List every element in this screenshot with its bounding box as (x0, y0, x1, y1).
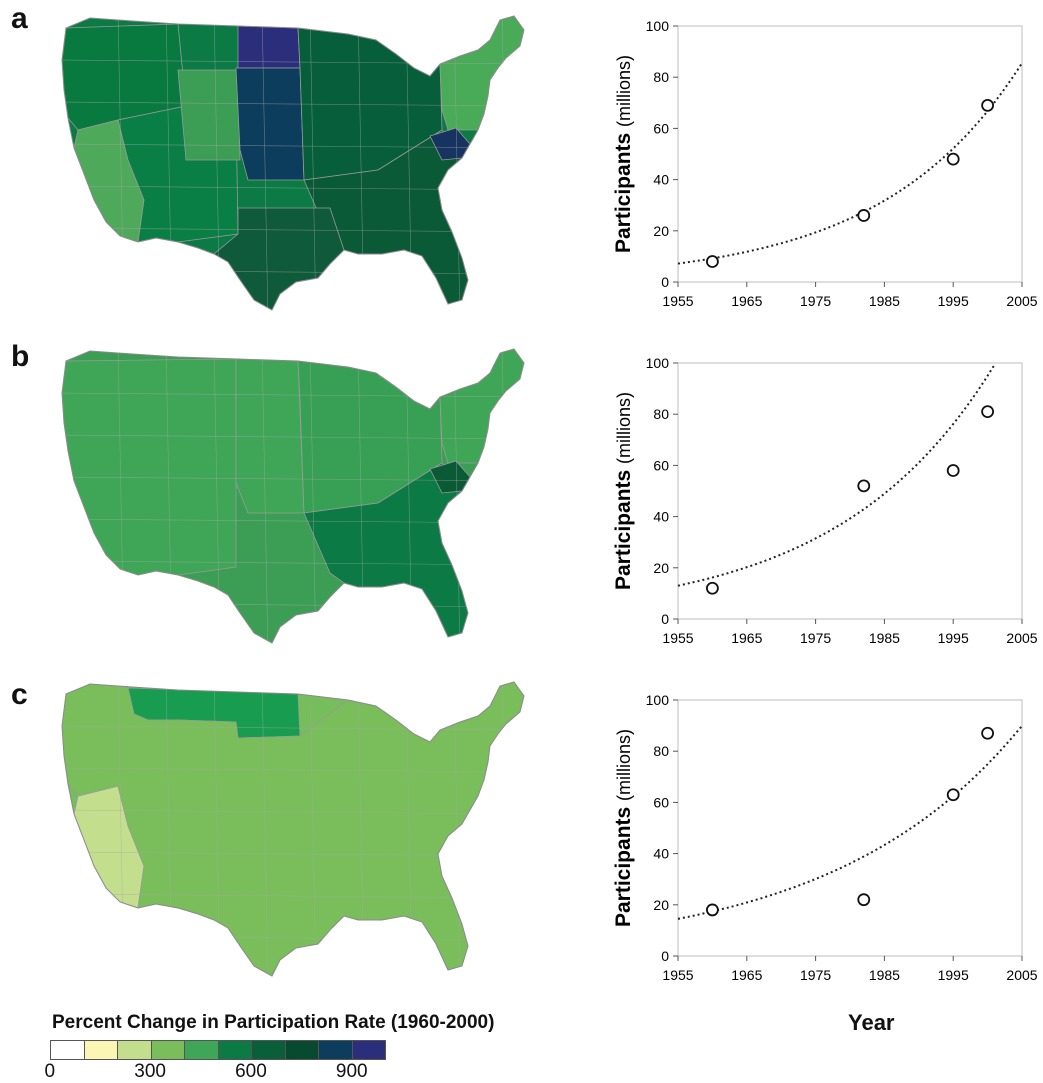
trend-line (677, 62, 1023, 265)
x-tick-label: 1995 (938, 293, 969, 309)
legend-swatch (252, 1041, 286, 1059)
legend-title: Percent Change in Participation Rate (19… (52, 1012, 495, 1033)
legend-swatch (218, 1041, 252, 1059)
x-tick-label: 1955 (662, 967, 693, 983)
y-tick-label: 100 (646, 692, 670, 708)
map-region-colorado-wyoming (177, 69, 241, 161)
data-point (946, 464, 960, 477)
panel-letter-a: a (11, 2, 28, 35)
x-tick-label: 1975 (800, 630, 831, 646)
map-outline (61, 15, 525, 311)
map-region-south-dakota-nebraska-kansas (235, 67, 305, 181)
map-outline (61, 348, 525, 644)
map-region-northeast (439, 16, 524, 131)
x-tick-label: 1965 (731, 967, 762, 983)
x-tick-label: 1965 (731, 630, 762, 646)
plot-area (677, 362, 1023, 620)
y-tick-label: 40 (653, 846, 669, 862)
data-point (706, 581, 719, 595)
x-tick-label: 1955 (662, 293, 693, 309)
x-tick-label: 1955 (662, 630, 693, 646)
y-tick-label: 20 (653, 897, 669, 913)
data-point (946, 788, 960, 802)
x-tick-label: 2005 (1006, 293, 1037, 309)
data-point (981, 726, 995, 740)
data-point (981, 98, 995, 112)
legend-tick-label: 600 (235, 1061, 267, 1082)
x-axis-title: Year (848, 1010, 895, 1035)
map-region-northeast (439, 349, 524, 464)
y-tick-label: 100 (646, 18, 670, 34)
y-tick-label: 20 (653, 223, 669, 239)
us-map-c (61, 681, 525, 977)
data-point (706, 255, 719, 268)
x-tick-label: 2005 (1006, 630, 1037, 646)
legend-swatch (51, 1041, 85, 1059)
map-region-west (62, 358, 237, 576)
legend-tick-label: 0 (44, 1061, 56, 1082)
data-point (857, 479, 871, 493)
data-point (946, 152, 960, 166)
legend-swatch (285, 1041, 319, 1059)
x-tick-label: 1995 (938, 630, 969, 646)
y-tick-label: 60 (653, 457, 669, 473)
us-map-a (61, 15, 525, 311)
map-region-plains (235, 358, 305, 514)
legend-swatch (84, 1041, 118, 1059)
legend-swatch (118, 1041, 152, 1059)
y-tick-label: 20 (653, 560, 669, 576)
legend-swatch (352, 1041, 385, 1059)
data-point (981, 405, 995, 419)
x-tick-label: 1975 (800, 967, 831, 983)
plot-area (677, 25, 1023, 283)
y-tick-label: 100 (646, 355, 670, 371)
legend-swatch (319, 1041, 353, 1059)
y-axis-title: Participants (millions) (612, 729, 635, 927)
y-tick-label: 80 (653, 743, 669, 759)
y-tick-label: 80 (653, 69, 669, 85)
x-tick-label: 1985 (869, 293, 900, 309)
y-tick-label: 0 (661, 274, 669, 290)
trend-line (677, 725, 1023, 920)
trend-line (677, 364, 996, 587)
y-tick-label: 60 (653, 794, 669, 810)
legend-tick-label: 300 (134, 1061, 166, 1082)
y-axis-title: Participants (millions) (612, 55, 635, 253)
y-tick-label: 40 (653, 172, 669, 188)
y-axis-title: Participants (millions) (612, 392, 635, 590)
legend-color-bar (50, 1040, 386, 1060)
data-point (857, 209, 871, 222)
chart-c: 0 20 40 60 80 100 1955 1965 1975 1985 1995 2005 Part… (612, 692, 1038, 983)
legend-swatch (151, 1041, 185, 1059)
data-point (706, 903, 719, 917)
chart-b: 0 20 40 60 80 100 1955 1965 1975 1985 1995 2005 Part… (612, 355, 1038, 646)
y-tick-label: 0 (661, 948, 669, 964)
y-tick-label: 80 (653, 406, 669, 422)
legend-tick-label: 900 (335, 1061, 368, 1082)
y-tick-label: 60 (653, 120, 669, 136)
panel-letter-b: b (11, 340, 30, 373)
y-tick-label: 0 (661, 611, 669, 627)
us-map-b (61, 348, 525, 644)
chart-a: 0 20 40 60 80 100 1955 1965 1975 1985 1995 2005 Part… (612, 18, 1038, 309)
y-tick-label: 40 (653, 509, 669, 525)
x-tick-label: 2005 (1006, 967, 1037, 983)
x-tick-label: 1985 (869, 630, 900, 646)
panel-letter-c: c (11, 678, 28, 711)
data-point (857, 893, 871, 907)
legend-swatch (185, 1041, 219, 1059)
x-tick-label: 1975 (800, 293, 831, 309)
map-outline (61, 681, 525, 977)
x-tick-label: 1995 (938, 967, 969, 983)
plot-area (677, 699, 1023, 957)
x-tick-label: 1965 (731, 293, 762, 309)
x-tick-label: 1985 (869, 967, 900, 983)
